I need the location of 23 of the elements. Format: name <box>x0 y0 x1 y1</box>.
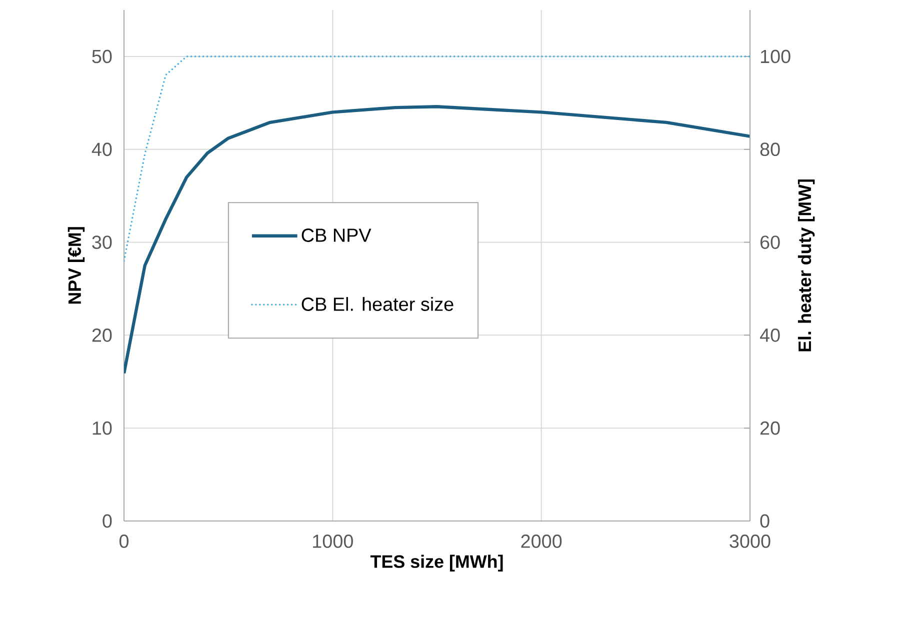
y2-tick-label: 80 <box>760 142 780 156</box>
y-tick-label: 10 <box>92 421 112 435</box>
legend-label: CB El. heater size <box>302 297 454 311</box>
y-tick-label: 30 <box>92 236 112 249</box>
y-tick-label: 0 <box>102 514 112 528</box>
y2-tick-label: 20 <box>760 421 780 435</box>
y2-tick-label: 0 <box>760 514 770 528</box>
y-tick-label: 20 <box>92 328 112 342</box>
y2-tick-label: 60 <box>760 236 780 249</box>
y-tick-label: 40 <box>92 142 112 156</box>
x-tick-label: 3000 <box>730 534 770 548</box>
legend-label: CB NPV <box>302 228 372 242</box>
y2-tick-label: 40 <box>760 328 780 342</box>
y-tick-label: 50 <box>92 50 112 64</box>
x-tick-label: 0 <box>119 534 129 548</box>
y-axis-title: NPV [€M] <box>68 227 85 304</box>
y2-tick-label: 100 <box>760 50 790 64</box>
line-series <box>124 56 750 262</box>
x-axis-title: TES size [MWh] <box>370 554 503 572</box>
x-tick-label: 2000 <box>521 534 562 548</box>
line-series <box>124 105 750 375</box>
x-tick-label: 1000 <box>313 534 353 548</box>
y2-axis-title: El. heater duty [MW] <box>798 179 815 352</box>
